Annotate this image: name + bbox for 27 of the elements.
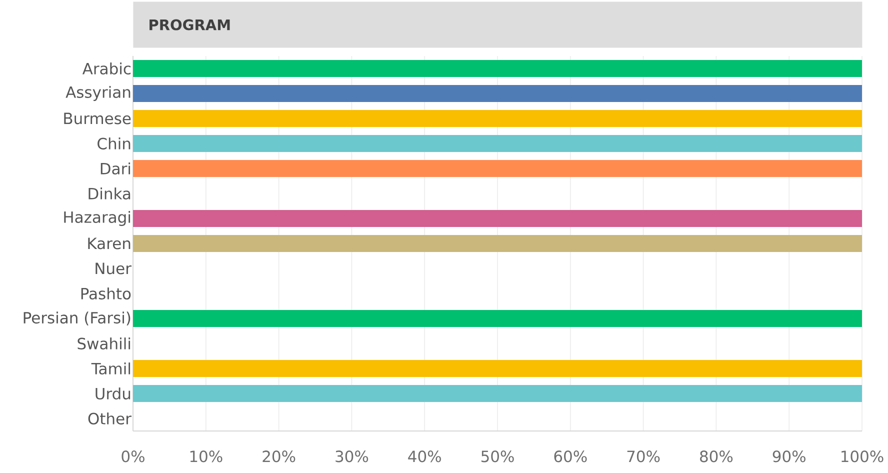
y-tick-label: Swahili — [78, 337, 130, 350]
y-tick-label: Arabic — [82, 62, 131, 74]
y-tick-label: Assyrian — [66, 86, 130, 101]
x-tick-label: 70% — [627, 450, 660, 462]
y-tick-label: Dari — [100, 162, 130, 174]
y-tick-label: Dinka — [88, 187, 130, 200]
x-tick-label: 100% — [842, 450, 884, 462]
x-tick-label: 50% — [481, 450, 514, 462]
y-tick-label: Persian (Farsi) — [24, 312, 130, 326]
x-tick-label: 80% — [700, 450, 733, 462]
y-tick-label: Nuer — [96, 262, 132, 274]
y-tick-label: Karen — [88, 238, 130, 250]
x-tick-label: 40% — [408, 450, 441, 462]
x-tick-label: 10% — [190, 450, 222, 462]
x-tick-label: 30% — [336, 450, 368, 462]
y-tick-label: Other — [88, 412, 132, 424]
x-tick-label: 20% — [262, 450, 296, 462]
x-tick-label: 0% — [122, 450, 144, 462]
y-tick-label: Hazaragi — [64, 210, 130, 226]
x-tick-label: 90% — [772, 450, 806, 462]
y-tick-label: Burmese — [64, 112, 131, 124]
y-tick-label: Pashto — [81, 287, 131, 300]
y-tick-label: Tamil — [91, 362, 130, 374]
x-tick-label: 60% — [554, 450, 587, 462]
y-tick-label: Urdu — [96, 387, 130, 400]
chart-title: PROGRAM — [150, 19, 230, 30]
y-tick-label: Chin — [98, 137, 130, 150]
